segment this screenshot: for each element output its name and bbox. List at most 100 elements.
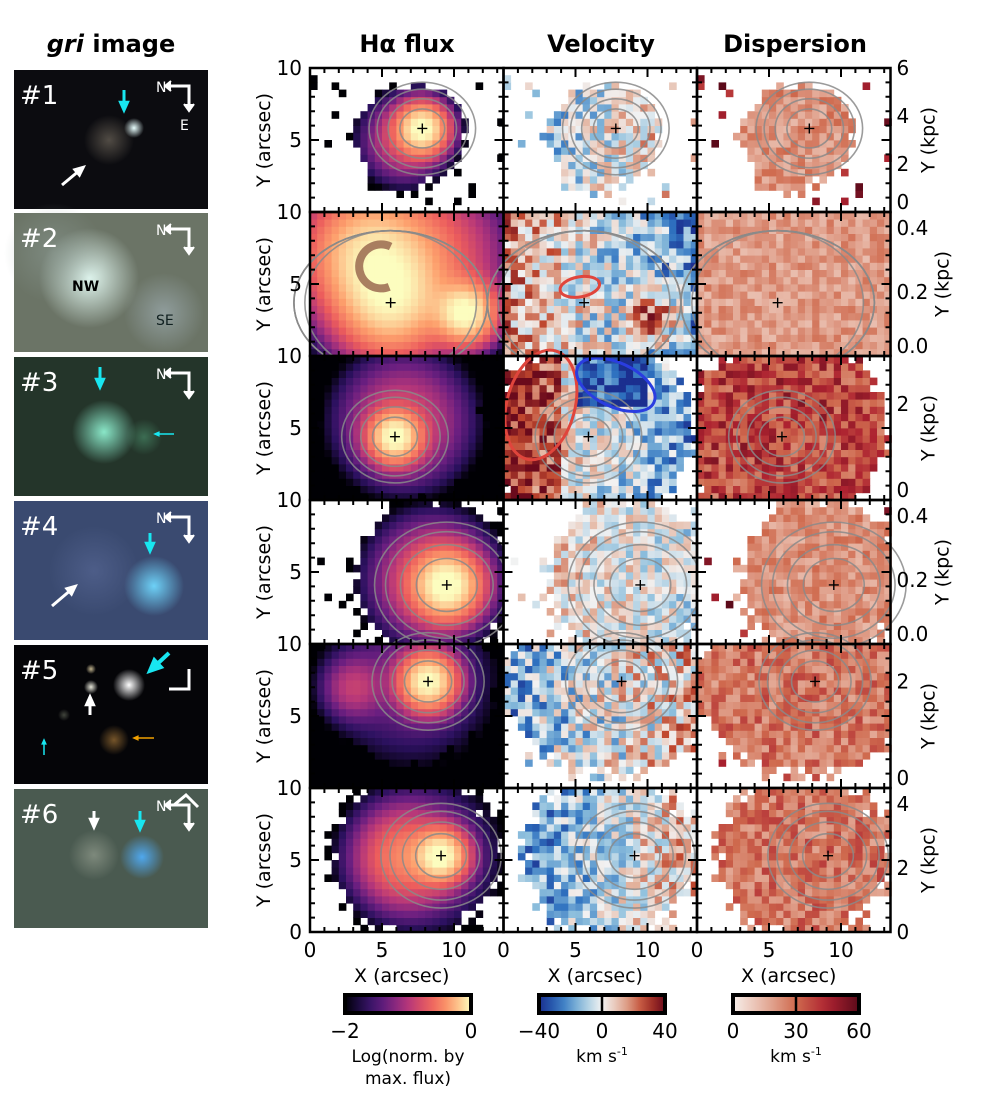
pixel [791, 327, 799, 335]
pixel [404, 442, 412, 450]
galaxy-light [58, 709, 70, 721]
pixel [339, 399, 347, 407]
pixel [762, 414, 770, 422]
pixel [662, 428, 670, 436]
pixel [360, 536, 368, 544]
pixel [396, 370, 404, 378]
pixel [583, 565, 591, 573]
pixel [483, 550, 491, 558]
pixel [740, 370, 748, 378]
pixel [554, 327, 562, 335]
pixel [547, 385, 555, 393]
pixel [626, 378, 634, 386]
pixel [454, 414, 462, 422]
pixel [719, 486, 727, 494]
pixel [590, 622, 598, 630]
pixel [432, 363, 440, 371]
pixel [704, 450, 712, 458]
pixel [798, 291, 806, 299]
pixel [324, 594, 332, 602]
pixel [877, 334, 885, 342]
pixel [339, 226, 347, 234]
pixel [375, 414, 383, 422]
pixel [633, 514, 641, 522]
pixel [339, 457, 347, 465]
pixel [662, 471, 670, 479]
pixel [711, 457, 719, 465]
pixel [684, 234, 692, 242]
pixel [791, 486, 799, 494]
pixel [568, 536, 576, 544]
pixel [684, 226, 692, 234]
pixel [532, 219, 540, 227]
pixel [655, 478, 663, 486]
pixel [389, 522, 397, 530]
pixel [769, 363, 777, 371]
pixel [476, 226, 484, 234]
panel-row2-dispersion [681, 212, 892, 375]
pixel [604, 126, 612, 134]
pixel [747, 601, 755, 609]
pixel [604, 363, 612, 371]
pixel [762, 270, 770, 278]
pixel [762, 615, 770, 623]
pixel [525, 478, 533, 486]
pixel [389, 219, 397, 227]
pixel [353, 327, 361, 335]
pixel [540, 594, 548, 602]
pixel [827, 291, 835, 299]
pixel [834, 615, 842, 623]
pixel [490, 298, 498, 306]
pixel [324, 464, 332, 472]
pixel [532, 601, 540, 609]
pixel [597, 370, 605, 378]
pixel [669, 464, 677, 472]
pixel [382, 630, 390, 638]
pixel [382, 342, 390, 350]
pixel [368, 306, 376, 314]
pixel [848, 219, 856, 227]
pixel [648, 601, 656, 609]
pixel [432, 284, 440, 292]
pixel [425, 298, 433, 306]
pixel [461, 572, 469, 580]
pixel [518, 306, 526, 314]
pixel [468, 226, 476, 234]
pixel [655, 291, 663, 299]
pixel [425, 363, 433, 371]
pixel [740, 291, 748, 299]
pixel [633, 586, 641, 594]
pixel [711, 277, 719, 285]
pixel [576, 630, 584, 638]
pixel [612, 262, 620, 270]
pixel [776, 327, 784, 335]
pixel [669, 241, 677, 249]
pixel [870, 414, 878, 422]
pixel [540, 262, 548, 270]
pixel [662, 414, 670, 422]
pixel [339, 320, 347, 328]
pixel [855, 486, 863, 494]
compass-north-label: N [156, 223, 166, 239]
pixel [827, 550, 835, 558]
pixel [834, 594, 842, 602]
pixel [461, 428, 469, 436]
pixel [483, 579, 491, 587]
galaxy-id-label: #1 [20, 81, 58, 111]
pixel [755, 255, 763, 263]
pixel [805, 327, 813, 335]
pixel [805, 579, 813, 587]
pixel [418, 327, 426, 335]
pixel [411, 255, 419, 263]
pixel [590, 190, 598, 198]
pixel [461, 550, 469, 558]
pixel [855, 514, 863, 522]
pixel [669, 414, 677, 422]
pixel [447, 622, 455, 630]
pixel [425, 306, 433, 314]
pixel [317, 313, 325, 321]
pixel [733, 399, 741, 407]
pixel [368, 558, 376, 566]
pixel [669, 234, 677, 242]
pixel [540, 471, 548, 479]
